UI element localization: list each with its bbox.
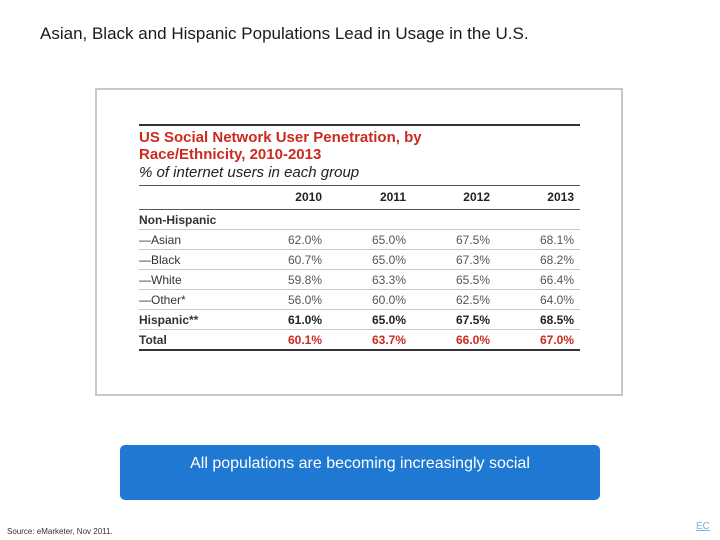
- table-cell: 65.0%: [328, 249, 412, 270]
- table-row-hispanic: Hispanic** 61.0% 65.0% 67.5% 68.5%: [139, 309, 580, 330]
- table-cell: 62.5%: [412, 289, 496, 310]
- table-cell: 66.4%: [496, 269, 580, 290]
- table-image-frame: US Social Network User Penetration, by R…: [95, 88, 623, 396]
- table-row-black: —Black 60.7% 65.0% 67.3% 68.2%: [139, 249, 580, 270]
- page-badge-link[interactable]: EC: [696, 521, 710, 532]
- table-cell: 68.1%: [496, 229, 580, 250]
- row-label: —Other*: [139, 289, 244, 310]
- callout-box: All populations are becoming increasingl…: [120, 445, 600, 500]
- header-cell-2010: 2010: [244, 186, 328, 210]
- table-cell: 64.0%: [496, 289, 580, 310]
- table-cell: 67.5%: [412, 229, 496, 250]
- table-subtitle: % of internet users in each group: [139, 164, 580, 186]
- table-cell: 62.0%: [244, 229, 328, 250]
- slide-title: Asian, Black and Hispanic Populations Le…: [40, 24, 529, 43]
- table-row-white: —White 59.8% 63.3% 65.5% 66.4%: [139, 269, 580, 290]
- table-cell: 56.0%: [244, 289, 328, 310]
- table-row-asian: —Asian 62.0% 65.0% 67.5% 68.1%: [139, 229, 580, 250]
- row-label: Hispanic**: [139, 309, 244, 330]
- header-cell-2013: 2013: [496, 186, 580, 210]
- table-cell: 65.0%: [328, 309, 412, 330]
- table-header-row: 2010 2011 2012 2013: [139, 186, 580, 210]
- table-cell: 61.0%: [244, 309, 328, 330]
- table-row-total: Total 60.1% 63.7% 66.0% 67.0%: [139, 329, 580, 351]
- row-label: —Black: [139, 249, 244, 270]
- table-cell: 66.0%: [412, 329, 496, 351]
- table-cell: 67.5%: [412, 309, 496, 330]
- table-cell: 67.3%: [412, 249, 496, 270]
- table-cell: 63.3%: [328, 269, 412, 290]
- callout-text: All populations are becoming increasingl…: [190, 455, 530, 472]
- table-cell: 63.7%: [328, 329, 412, 351]
- table-cell: 60.0%: [328, 289, 412, 310]
- header-cell-2012: 2012: [412, 186, 496, 210]
- header-cell-label: [139, 186, 244, 210]
- section-label: Non-Hispanic: [139, 209, 580, 230]
- table-title-line2: Race/Ethnicity, 2010-2013: [139, 146, 322, 163]
- table-row-other: —Other* 56.0% 60.0% 62.5% 64.0%: [139, 289, 580, 310]
- table-cell: 60.1%: [244, 329, 328, 351]
- table-cell: 67.0%: [496, 329, 580, 351]
- row-label: —Asian: [139, 229, 244, 250]
- penetration-table: 2010 2011 2012 2013 Non-Hispanic —Asian …: [139, 186, 580, 351]
- table-cell: 68.2%: [496, 249, 580, 270]
- table-cell: 59.8%: [244, 269, 328, 290]
- table-cell: 68.5%: [496, 309, 580, 330]
- section-row-non-hispanic: Non-Hispanic: [139, 209, 580, 230]
- table-cell: 65.0%: [328, 229, 412, 250]
- header-cell-2011: 2011: [328, 186, 412, 210]
- table-title-line1: US Social Network User Penetration, by: [139, 129, 422, 146]
- row-label: Total: [139, 329, 244, 351]
- table-cell: 65.5%: [412, 269, 496, 290]
- row-label: —White: [139, 269, 244, 290]
- table-cell: 60.7%: [244, 249, 328, 270]
- penetration-table-block: US Social Network User Penetration, by R…: [139, 124, 580, 351]
- source-note: Source: eMarketer, Nov 2011.: [7, 527, 113, 536]
- table-top-rule: [139, 124, 580, 126]
